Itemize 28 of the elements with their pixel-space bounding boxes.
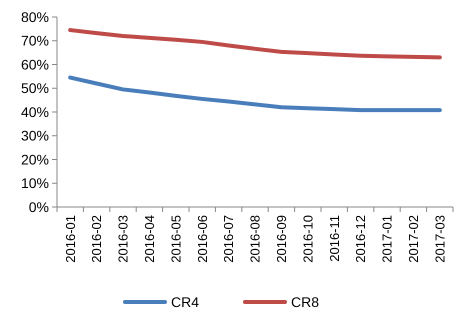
x-tick-label: 2016-04: [142, 215, 157, 263]
x-tick-label: 2016-11: [326, 215, 342, 262]
legend-label: CR8: [291, 294, 320, 310]
x-tick-label: 2016-07: [221, 215, 236, 263]
x-tick-label: 2016-01: [62, 215, 78, 263]
x-tick-label: 2016-02: [89, 215, 104, 263]
x-tick-label: 2017-01: [380, 215, 395, 263]
x-tick-label: 2017-02: [406, 215, 421, 263]
x-tick-label: 2016-05: [168, 215, 184, 263]
line-series: [68, 76, 442, 112]
y-tick-label: 30%: [20, 128, 49, 144]
x-tick-label: 2016-06: [194, 215, 210, 263]
y-tick-label: 60%: [20, 56, 49, 72]
legend-label: CR4: [171, 294, 200, 310]
y-tick-label: 40%: [20, 104, 49, 120]
y-tick-label: 0%: [28, 198, 49, 215]
y-tick-label: 20%: [20, 151, 49, 168]
y-tick-label: 70%: [20, 32, 49, 49]
y-tick-label: 80%: [20, 8, 49, 25]
x-tick-label: 2016-08: [248, 215, 263, 263]
y-tick-label: 50%: [20, 80, 49, 96]
line-series: [68, 28, 442, 60]
x-tick-label: 2016-12: [353, 215, 368, 263]
x-tick-label: 2016-09: [274, 215, 289, 263]
x-tick-label: 2017-03: [432, 215, 448, 263]
x-tick-label: 2016-03: [116, 215, 131, 263]
x-tick-label: 2016-10: [300, 215, 316, 263]
y-tick-label: 10%: [20, 175, 49, 192]
